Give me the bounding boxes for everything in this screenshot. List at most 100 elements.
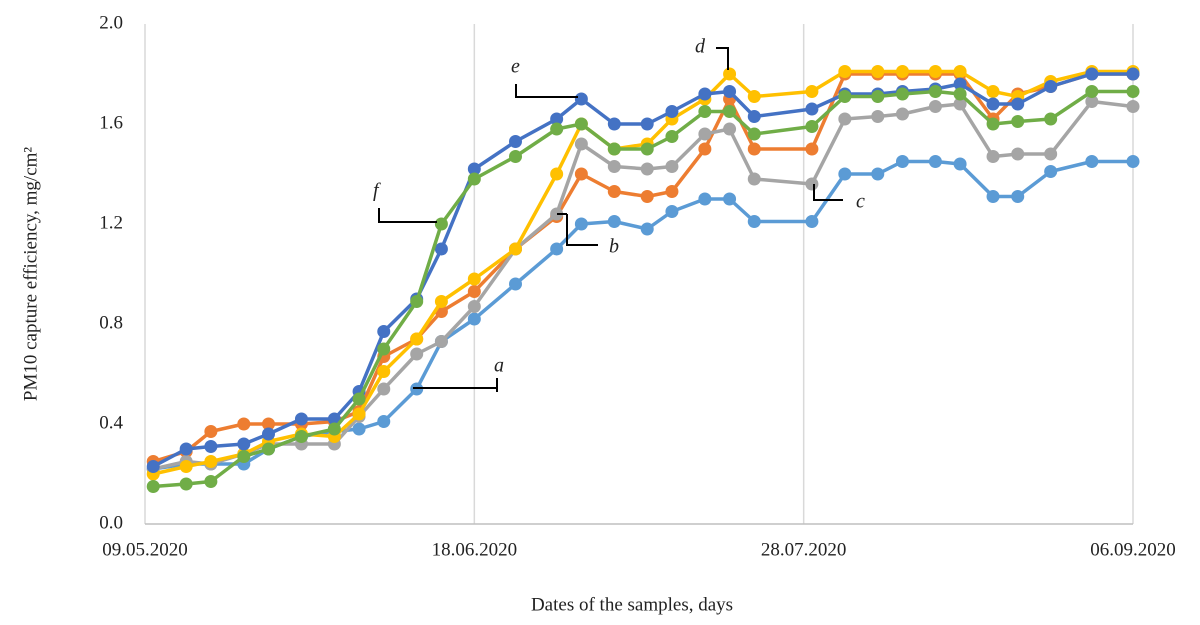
data-point (377, 325, 391, 338)
data-point (1011, 190, 1025, 203)
data-point (698, 105, 712, 118)
data-point (377, 365, 391, 378)
data-point (640, 222, 654, 236)
data-point (352, 392, 366, 406)
data-point (1085, 95, 1099, 108)
data-point (723, 67, 737, 81)
data-point (747, 215, 761, 228)
data-point (237, 437, 251, 451)
data-point (805, 85, 819, 98)
data-point (953, 157, 967, 171)
data-point (640, 190, 654, 203)
data-point (574, 92, 588, 106)
data-point (574, 167, 588, 181)
series-line (152, 72, 1133, 464)
data-point (294, 430, 308, 443)
data-point (747, 172, 761, 186)
data-point (805, 120, 819, 133)
series (146, 155, 1140, 476)
annotation: c (856, 191, 865, 213)
y-axis-label: PM10 capture efficiency, mg/cm² (20, 147, 41, 402)
data-point (640, 142, 654, 156)
data-point (237, 450, 251, 463)
x-tick-label: 28.07.2020 (761, 539, 847, 560)
data-point (986, 117, 1000, 131)
data-point (467, 272, 481, 286)
y-tick-label: 0.0 (99, 512, 123, 533)
data-point (467, 300, 481, 313)
leader-line (515, 84, 578, 98)
data-point (467, 172, 481, 186)
data-point (747, 110, 761, 123)
data-point (509, 277, 522, 291)
data-point (986, 85, 1000, 98)
data-point (377, 382, 391, 396)
annotation: e (511, 56, 520, 78)
data-point (747, 90, 761, 103)
data-point (377, 415, 391, 428)
data-point (747, 127, 761, 141)
data-point (550, 122, 564, 136)
data-point (871, 167, 885, 181)
data-point (871, 110, 885, 123)
data-point (698, 127, 712, 141)
plot (146, 65, 1140, 493)
data-point (986, 97, 1000, 111)
x-tick-label: 18.06.2020 (432, 539, 518, 560)
data-point (698, 192, 712, 206)
data-point (986, 190, 1000, 203)
data-point (665, 160, 679, 173)
data-point (640, 117, 654, 131)
data-point (146, 460, 160, 473)
annotation: d (695, 36, 706, 58)
data-point (665, 185, 679, 198)
data-point (1044, 165, 1058, 178)
data-point (1085, 85, 1099, 98)
data-point (410, 332, 424, 346)
data-point (805, 177, 819, 191)
annotation: f (373, 180, 381, 202)
data-point (953, 65, 967, 78)
data-point (1011, 147, 1025, 161)
data-point (1044, 112, 1058, 126)
data-point (574, 137, 588, 151)
data-point (895, 155, 909, 168)
data-point (805, 142, 819, 156)
data-point (262, 442, 275, 456)
leader-line (813, 184, 843, 201)
data-point (838, 65, 852, 78)
data-point (607, 117, 621, 131)
data-point (204, 425, 218, 438)
data-point (838, 112, 852, 126)
data-point (928, 155, 942, 168)
annotation: a (494, 355, 504, 377)
data-point (434, 242, 448, 256)
data-point (204, 475, 218, 488)
data-point (509, 150, 522, 163)
data-point (434, 217, 448, 231)
data-point (871, 90, 885, 103)
data-point (377, 342, 391, 356)
data-point (871, 65, 885, 78)
data-point (986, 150, 1000, 163)
data-point (410, 347, 424, 361)
data-point (509, 135, 522, 148)
data-point (607, 185, 621, 198)
data-point (838, 167, 852, 181)
data-point (698, 142, 712, 156)
data-point (550, 167, 564, 181)
data-point (805, 215, 819, 228)
data-point (352, 407, 366, 421)
data-point (607, 160, 621, 173)
data-point (550, 112, 564, 126)
data-point (204, 440, 218, 453)
data-point (723, 105, 737, 118)
y-tick-label: 2.0 (99, 12, 123, 33)
data-point (550, 207, 564, 221)
series (146, 95, 1140, 476)
data-point (665, 130, 679, 143)
data-point (327, 422, 341, 436)
data-point (723, 192, 737, 206)
data-point (928, 65, 942, 78)
